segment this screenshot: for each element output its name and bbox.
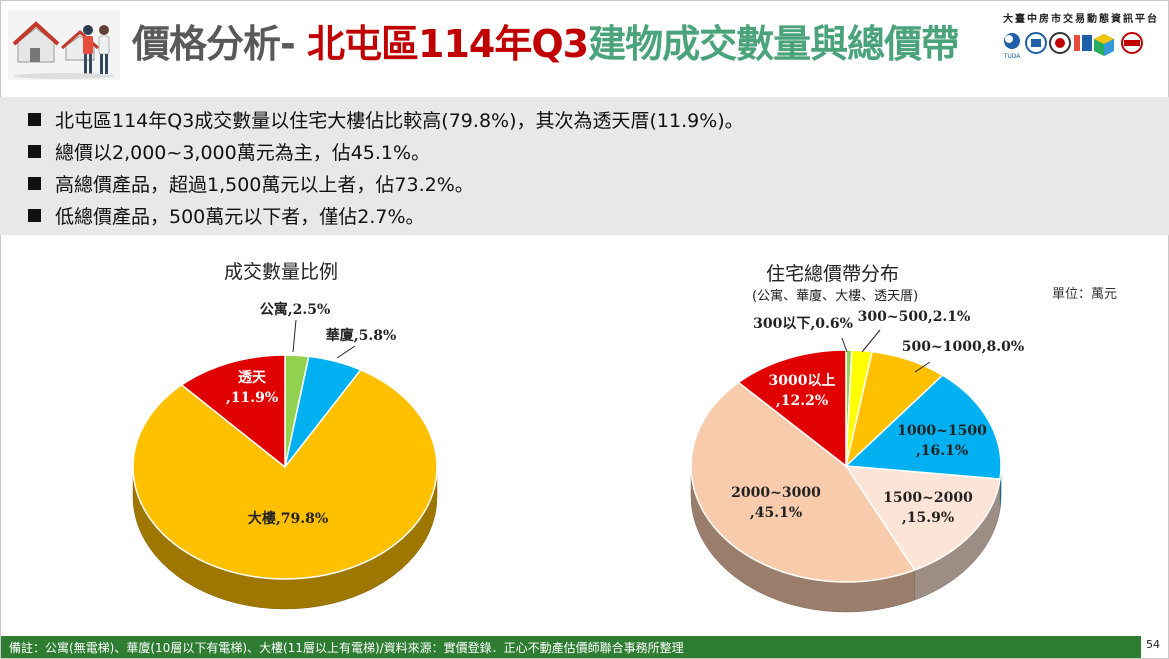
- footer-note: 備註：公寓(無電梯)、華廈(10層以下有電梯)、大樓(11層以上有電梯)/資料來…: [9, 641, 684, 655]
- pie-slice: [844, 374, 1002, 480]
- slice-label-line: 公寓,2.5%: [260, 301, 331, 318]
- slice-label-line: 300~500,2.1%: [858, 309, 971, 325]
- slice-label-line: 300以下,0.6%: [753, 316, 853, 332]
- slice-label: 大樓,79.8%: [248, 510, 328, 527]
- slice-label-line: ,45.1%: [750, 505, 802, 521]
- slice-label: 300以下,0.6%: [753, 316, 853, 332]
- pie-chart-1: 公寓,2.5% 華廈,5.8% 大樓,79.8% 透天 ,11.9%: [132, 301, 438, 610]
- bullet-item: 低總價產品，500萬元以下者，僅佔2.7%。: [28, 202, 425, 229]
- association-seal-icon: [1049, 32, 1071, 54]
- title-prefix: 價格分析-: [132, 22, 308, 66]
- pie-slice: [180, 354, 286, 469]
- bullet-text: 北屯區114年Q3成交數量以住宅大樓佔比較高(79.8%)，其次為透天厝(11.…: [55, 110, 744, 132]
- slice-label-line: 2000~3000: [731, 485, 821, 501]
- slice-label-line: 3000以上: [769, 373, 836, 389]
- slice-label-line: 500~1000,8.0%: [902, 339, 1024, 355]
- title-district-period: 北屯區114年Q3: [307, 22, 589, 66]
- red-badge-logo-icon: [1121, 32, 1143, 54]
- slice-label: 公寓,2.5%: [260, 301, 331, 318]
- bullet-square-icon: [28, 177, 41, 190]
- bullet-square-icon: [28, 145, 41, 158]
- slice-label-line: ,15.9%: [902, 510, 954, 526]
- partner-logos: TUDA: [1003, 32, 1143, 60]
- chart-title-price-bands: 住宅總價帶分布: [766, 263, 900, 285]
- pie-slice: [690, 381, 916, 583]
- slice-label: 300~500,2.1%: [858, 309, 971, 325]
- bullet-item: 北屯區114年Q3成交數量以住宅大樓佔比較高(79.8%)，其次為透天厝(11.…: [28, 106, 744, 133]
- appraiser-logo-icon: [1074, 35, 1092, 51]
- pie-slice: [844, 465, 1001, 571]
- page-number: 54: [1146, 638, 1160, 651]
- bullet-text: 總價以2,000~3,000萬元為主，佔45.1%。: [55, 142, 431, 164]
- pie-chart-2: 300以下,0.6% 300~500,2.1% 500~1000,8.0% 1000~…: [690, 309, 1024, 613]
- slice-label-line: 1500~2000: [883, 490, 973, 506]
- pie-slice: [737, 349, 847, 468]
- slice-label-line: ,16.1%: [916, 443, 968, 459]
- people-houses-illustration: [8, 10, 120, 80]
- leader-line: [914, 361, 931, 373]
- tuda-logo-icon: TUDA: [1003, 33, 1022, 60]
- leader-line: [336, 345, 356, 359]
- leader-line: [861, 329, 881, 353]
- summary-bullets: 北屯區114年Q3成交數量以住宅大樓佔比較高(79.8%)，其次為透天厝(11.…: [0, 97, 1169, 235]
- unit-label: 單位：萬元: [1052, 287, 1118, 302]
- footer-bar: 備註：公寓(無電梯)、華廈(10層以下有電梯)、大樓(11層以上有電梯)/資料來…: [1, 636, 1141, 658]
- chart-title-transactions: 成交數量比例: [224, 261, 339, 283]
- bullet-item: 總價以2,000~3,000萬元為主，佔45.1%。: [28, 138, 430, 165]
- slice-label: 1000~1500 ,16.1%: [897, 423, 987, 459]
- slice-label-line: ,12.2%: [776, 393, 828, 409]
- page-title: 價格分析- 北屯區114年Q3建物成交數量與總價帶: [132, 20, 959, 68]
- slice-label-line: 大樓,79.8%: [248, 510, 328, 527]
- leader-line: [292, 319, 297, 353]
- slice-label: 3000以上 ,12.2%: [769, 373, 836, 409]
- slice-label: 500~1000,8.0%: [902, 339, 1024, 355]
- slice-label-line: 華廈,5.8%: [326, 327, 397, 344]
- bullet-item: 高總價產品，超過1,500萬元以上者，佔73.2%。: [28, 170, 474, 197]
- slice-label: 透天 ,11.9%: [226, 370, 278, 406]
- platform-name: 大臺中房市交易動態資訊平台: [1003, 14, 1159, 25]
- slice-label-line: 透天: [238, 370, 267, 386]
- title-topic: 建物成交數量與總價帶: [588, 22, 959, 66]
- slice-label-line: ,11.9%: [226, 390, 278, 406]
- bullet-square-icon: [28, 209, 41, 222]
- slice-label: 1500~2000 ,15.9%: [883, 490, 973, 526]
- slice-label: 2000~3000 ,45.1%: [731, 485, 821, 521]
- government-seal-icon: [1025, 32, 1047, 54]
- pie-slice: [132, 368, 438, 580]
- slice-label: 華廈,5.8%: [326, 327, 397, 344]
- bullet-text: 低總價產品，500萬元以下者，僅佔2.7%。: [55, 206, 425, 228]
- logo-caption: TUDA: [1003, 53, 1022, 60]
- bullet-text: 高總價產品，超過1,500萬元以上者，佔73.2%。: [55, 174, 474, 196]
- leader-line: [841, 337, 848, 353]
- colorful-cube-logo-icon: [1094, 34, 1114, 56]
- chart-subtitle-price-bands: (公寓、華廈、大樓、透天厝): [752, 289, 919, 304]
- slice-label-line: 1000~1500: [897, 423, 987, 439]
- bullet-square-icon: [28, 113, 41, 126]
